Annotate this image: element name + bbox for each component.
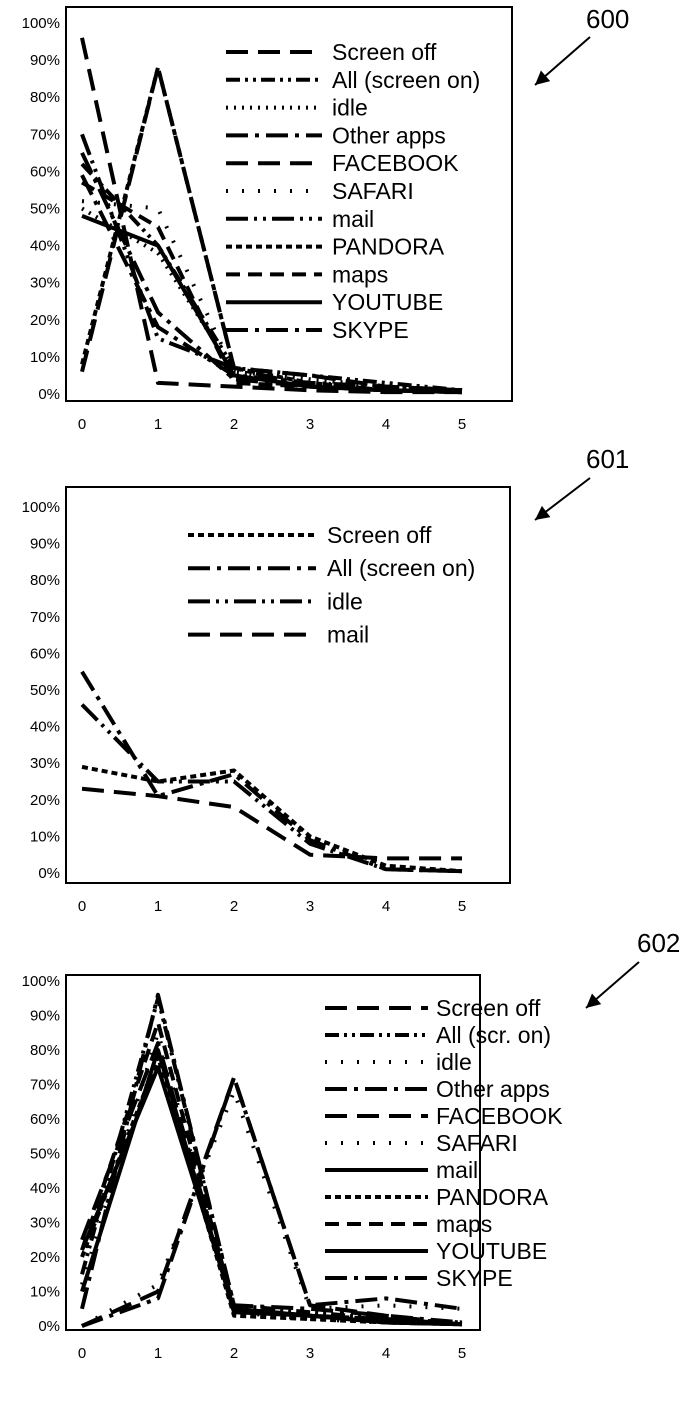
series-line bbox=[82, 1043, 462, 1324]
x-tick-label: 4 bbox=[382, 898, 390, 915]
legend-label: PANDORA bbox=[332, 234, 445, 260]
y-tick-label: 50% bbox=[30, 682, 60, 699]
legend-label: mail bbox=[332, 206, 374, 232]
y-tick-label: 50% bbox=[30, 201, 60, 218]
legend-label: PANDORA bbox=[436, 1184, 549, 1210]
y-tick-label: 50% bbox=[30, 1146, 60, 1163]
y-tick-label: 30% bbox=[30, 1215, 60, 1232]
legend-label: All (screen on) bbox=[332, 67, 480, 93]
y-tick-label: 100% bbox=[22, 15, 60, 32]
legend-label: SKYPE bbox=[436, 1265, 513, 1291]
legend-label: idle bbox=[436, 1049, 472, 1075]
legend-label: FACEBOOK bbox=[436, 1103, 563, 1129]
y-tick-label: 80% bbox=[30, 89, 60, 106]
y-tick-label: 70% bbox=[30, 609, 60, 626]
y-tick-label: 60% bbox=[30, 163, 60, 180]
legend-label: mail bbox=[327, 622, 369, 648]
y-tick-label: 60% bbox=[30, 645, 60, 662]
x-tick-label: 0 bbox=[78, 1345, 86, 1362]
x-tick-label: 1 bbox=[154, 416, 162, 433]
y-tick-label: 40% bbox=[30, 238, 60, 255]
x-tick-label: 0 bbox=[78, 898, 86, 915]
x-tick-label: 3 bbox=[306, 416, 314, 433]
y-tick-label: 0% bbox=[38, 386, 60, 403]
series-line bbox=[82, 998, 462, 1322]
reference-arrowhead bbox=[535, 506, 550, 520]
legend-label: maps bbox=[436, 1211, 492, 1237]
series-line bbox=[82, 767, 462, 871]
y-tick-label: 10% bbox=[30, 1284, 60, 1301]
y-tick-label: 70% bbox=[30, 1077, 60, 1094]
x-tick-label: 5 bbox=[458, 1345, 466, 1362]
series-line bbox=[82, 672, 462, 872]
y-tick-label: 100% bbox=[22, 973, 60, 990]
y-tick-label: 60% bbox=[30, 1111, 60, 1128]
y-tick-label: 0% bbox=[38, 1318, 60, 1335]
y-tick-label: 10% bbox=[30, 349, 60, 366]
figure-reference-label: 602 bbox=[637, 928, 680, 958]
y-tick-label: 20% bbox=[30, 1249, 60, 1266]
figure-reference-label: 601 bbox=[586, 444, 629, 474]
x-tick-label: 3 bbox=[306, 898, 314, 915]
legend-label: maps bbox=[332, 261, 388, 287]
x-tick-label: 2 bbox=[230, 898, 238, 915]
y-tick-label: 90% bbox=[30, 52, 60, 69]
y-tick-label: 40% bbox=[30, 719, 60, 736]
y-tick-label: 10% bbox=[30, 828, 60, 845]
legend-label: Other apps bbox=[436, 1076, 550, 1102]
figure-reference-label: 600 bbox=[586, 4, 629, 34]
y-tick-label: 80% bbox=[30, 572, 60, 589]
series-line bbox=[82, 68, 462, 393]
y-tick-label: 30% bbox=[30, 275, 60, 292]
x-tick-label: 4 bbox=[382, 416, 390, 433]
chart-2: 0% 10% 20% 30% 40% 50% 60% 70% 80% 90% 100% 0 1 2 3 4 5 S… bbox=[22, 928, 681, 1362]
y-tick-label: 90% bbox=[30, 536, 60, 553]
legend-label: FACEBOOK bbox=[332, 150, 459, 176]
legend-label: idle bbox=[327, 588, 363, 614]
y-tick-label: 0% bbox=[38, 865, 60, 882]
legend-label: mail bbox=[436, 1157, 478, 1183]
legend-label: All (scr. on) bbox=[436, 1022, 551, 1048]
legend-label: Screen off bbox=[327, 522, 432, 548]
x-tick-label: 4 bbox=[382, 1345, 390, 1362]
x-tick-label: 1 bbox=[154, 1345, 162, 1362]
x-tick-label: 5 bbox=[458, 416, 466, 433]
series-line bbox=[82, 1091, 462, 1326]
y-tick-label: 80% bbox=[30, 1042, 60, 1059]
y-tick-label: 70% bbox=[30, 126, 60, 143]
y-tick-label: 20% bbox=[30, 312, 60, 329]
series-line bbox=[82, 705, 462, 872]
chart-0: 0% 10% 20% 30% 40% 50% 60% 70% 80% 90% 100% 0 1 2 3 4 5 S… bbox=[22, 4, 630, 433]
legend-label: Screen off bbox=[332, 39, 437, 65]
legend-label: SKYPE bbox=[332, 317, 409, 343]
legend-label: SAFARI bbox=[332, 178, 414, 204]
legend-label: SAFARI bbox=[436, 1130, 518, 1156]
x-tick-label: 0 bbox=[78, 416, 86, 433]
y-tick-label: 20% bbox=[30, 792, 60, 809]
chart-1: 0% 10% 20% 30% 40% 50% 60% 70% 80% 90% 100% 0 1 2 3 4 5 S… bbox=[22, 444, 630, 915]
legend-label: YOUTUBE bbox=[332, 289, 443, 315]
y-tick-label: 30% bbox=[30, 755, 60, 772]
y-tick-label: 40% bbox=[30, 1180, 60, 1197]
x-tick-label: 3 bbox=[306, 1345, 314, 1362]
x-tick-label: 5 bbox=[458, 898, 466, 915]
y-tick-label: 90% bbox=[30, 1008, 60, 1025]
legend-label: YOUTUBE bbox=[436, 1238, 547, 1264]
y-tick-label: 100% bbox=[22, 499, 60, 516]
series-line bbox=[82, 995, 462, 1323]
legend-label: Other apps bbox=[332, 122, 446, 148]
legend-label: Screen off bbox=[436, 995, 541, 1021]
legend-label: idle bbox=[332, 95, 368, 121]
legend-label: All (screen on) bbox=[327, 555, 475, 581]
series-line bbox=[82, 789, 462, 859]
x-tick-label: 2 bbox=[230, 1345, 238, 1362]
x-tick-label: 1 bbox=[154, 898, 162, 915]
x-tick-label: 2 bbox=[230, 416, 238, 433]
